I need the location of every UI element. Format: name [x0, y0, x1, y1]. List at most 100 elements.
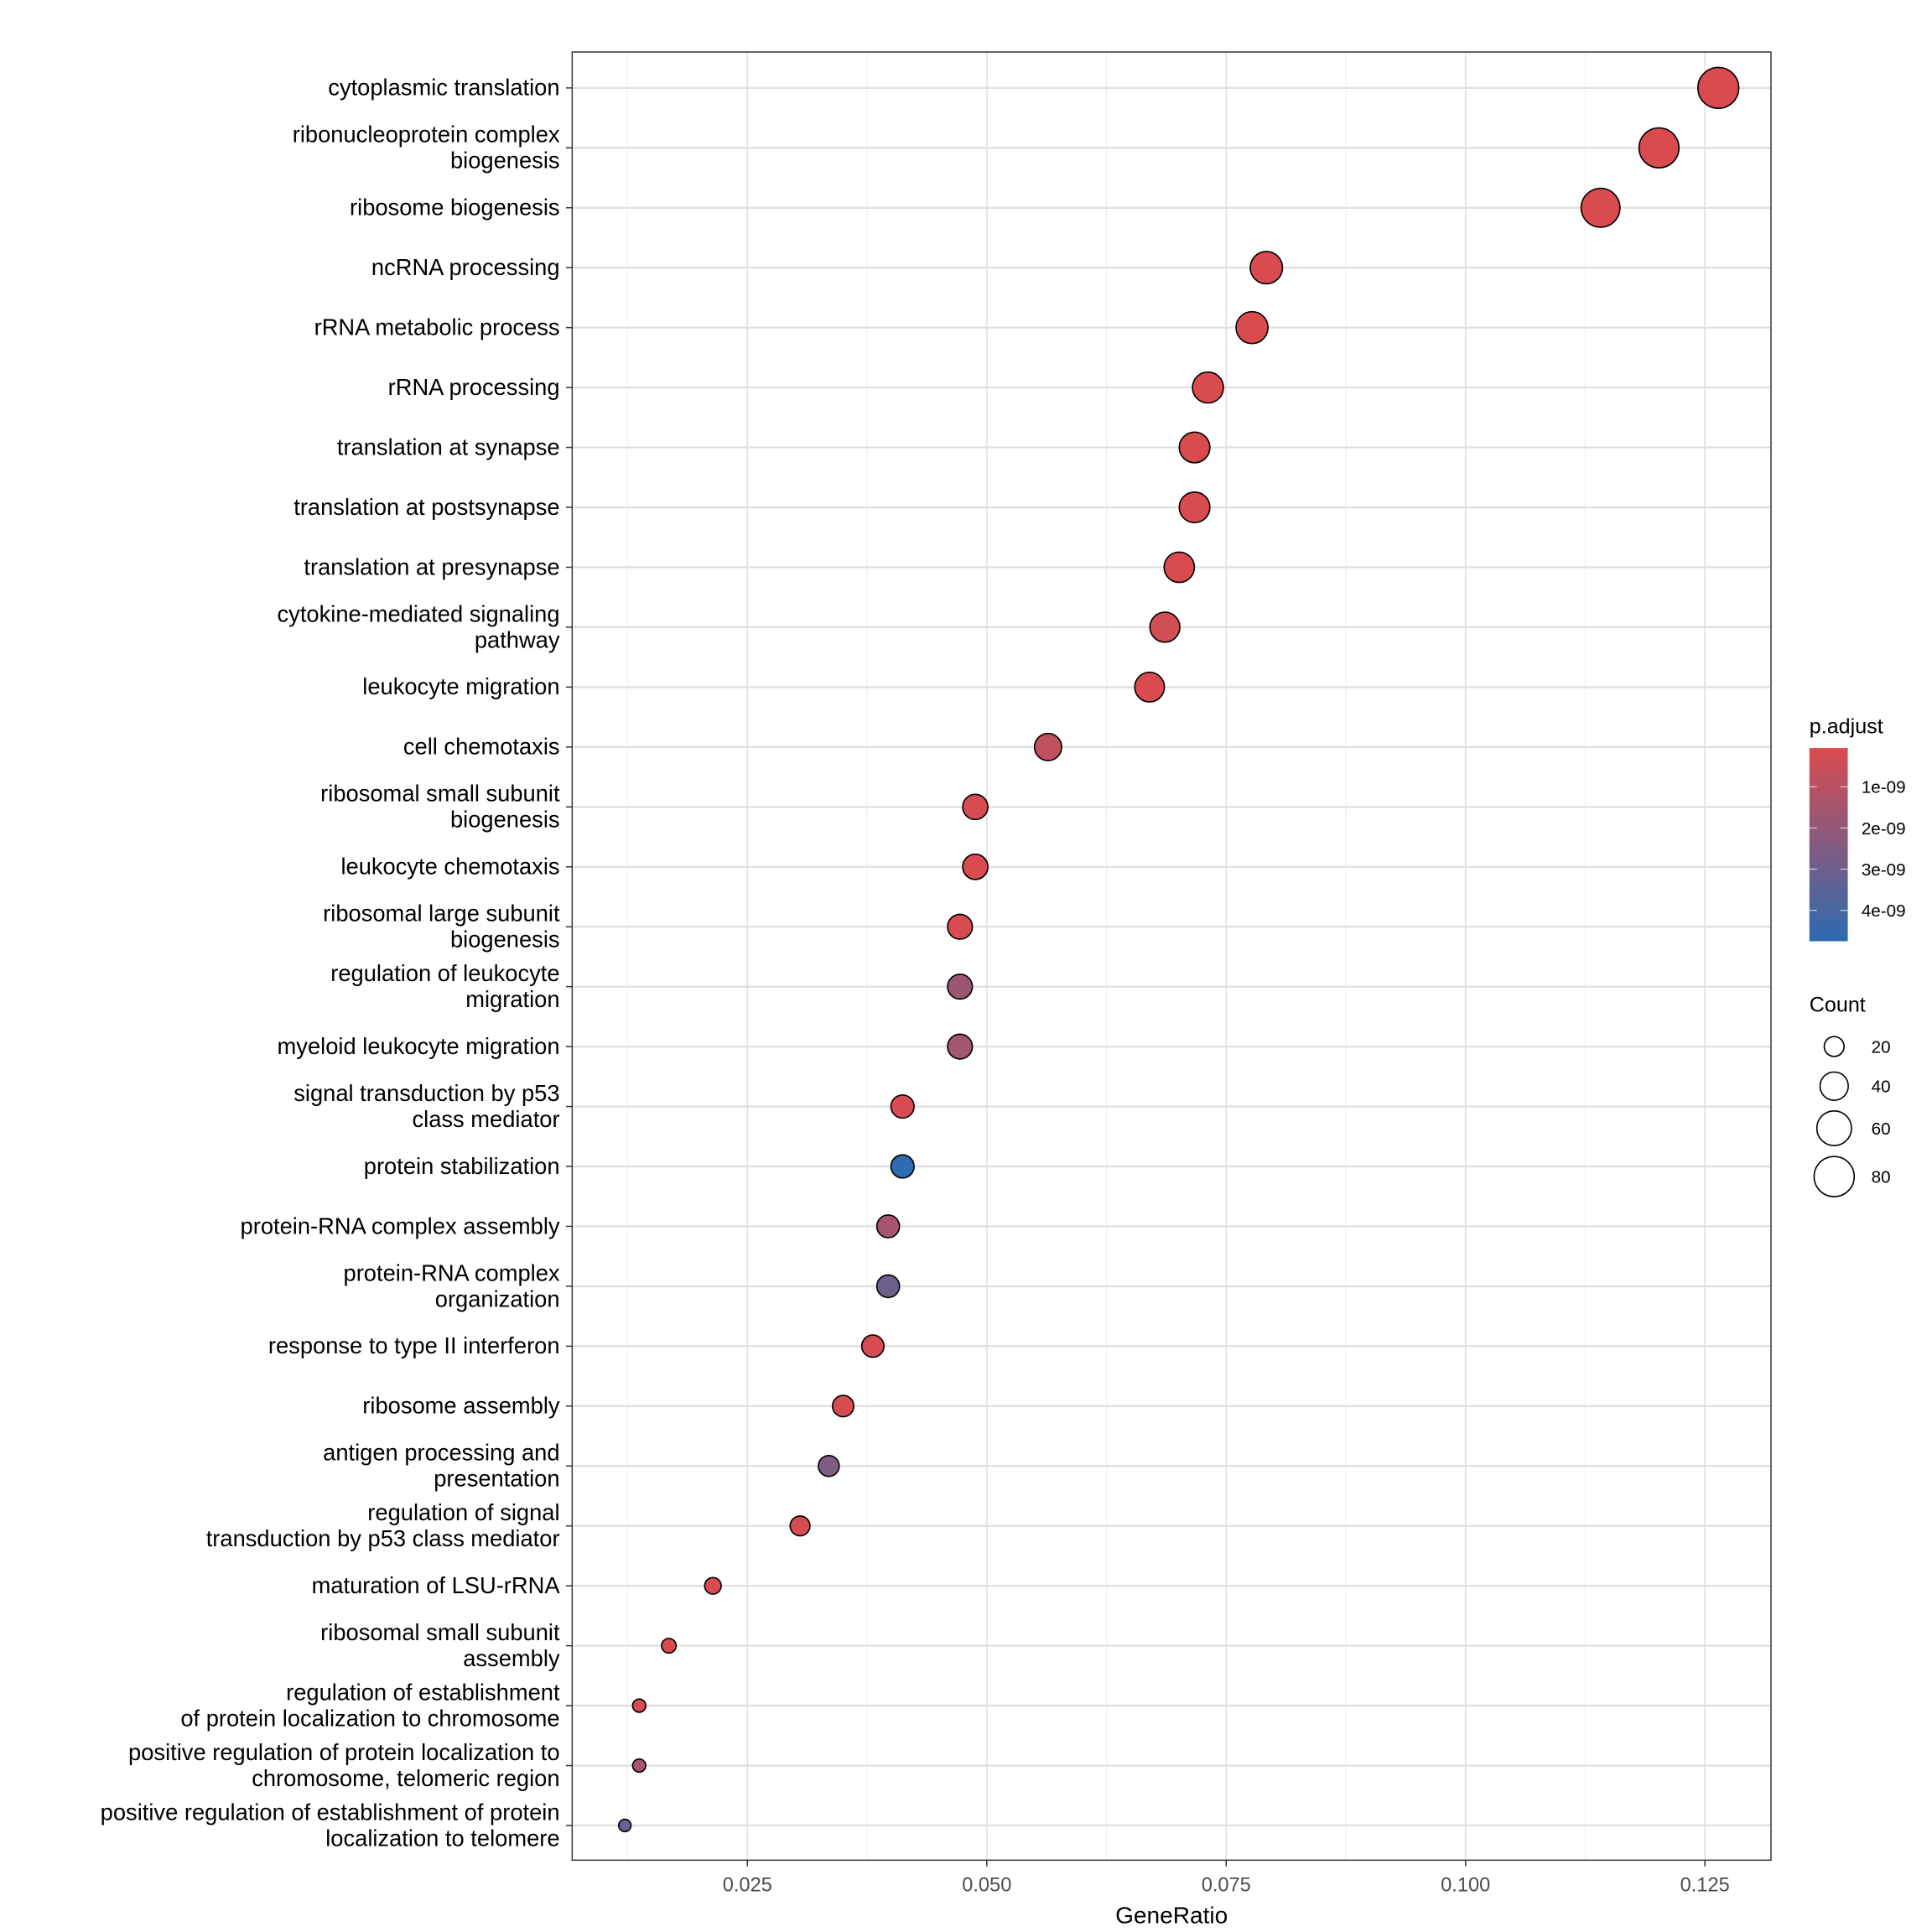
data-point — [860, 1334, 885, 1358]
y-tick-label: biogenesis — [450, 927, 560, 953]
data-point — [1134, 671, 1166, 703]
colorbar-label: 3e-09 — [1862, 860, 1906, 880]
data-point — [631, 1758, 647, 1774]
y-tick-label-part: biogenesis — [450, 927, 560, 953]
y-tick-label-part: translation at postsynapse — [293, 494, 559, 520]
y-tick-label: chromosome, telomeric region — [252, 1765, 559, 1791]
data-point — [1178, 431, 1211, 464]
data-point — [789, 1515, 811, 1537]
y-tick-label-part: protein-RNA complex assembly — [241, 1213, 560, 1239]
data-point — [1149, 611, 1181, 643]
x-axis-ticks: 0.025 0.050 0.075 0.100 0.125 — [723, 1860, 1730, 1896]
y-tick-label: assembly — [463, 1645, 560, 1671]
colorbar-label: 1e-09 — [1862, 778, 1906, 797]
y-tick-label: regulation of signal — [367, 1499, 559, 1525]
data-point — [875, 1274, 901, 1299]
data-point — [661, 1638, 678, 1654]
data-point — [1033, 732, 1062, 761]
size-legend-label: 20 — [1872, 1037, 1891, 1057]
y-tick-label: presentation — [434, 1466, 559, 1492]
y-tick-label: cell chemotaxis — [403, 734, 560, 760]
y-tick-label: myeloid leukocyte migration — [278, 1033, 560, 1059]
y-tick-label: ribonucleoprotein complex — [293, 122, 560, 148]
data-point — [1638, 127, 1680, 169]
colorbar-label: 4e-09 — [1862, 901, 1906, 921]
y-tick-label: migration — [465, 986, 559, 1012]
y-tick-label-part: migration — [465, 986, 559, 1012]
y-tick-label-part: rRNA processing — [388, 374, 560, 400]
y-tick-label-part: protein localization to — [345, 1739, 560, 1765]
data-point — [1178, 491, 1211, 524]
y-tick-label: ribosome assembly — [362, 1393, 560, 1419]
color-legend-title: p.adjust — [1810, 714, 1883, 738]
size-legend-label: 80 — [1872, 1167, 1891, 1187]
data-point — [1697, 66, 1740, 110]
y-tick-label-part: response to type II interferon — [268, 1332, 560, 1358]
data-point — [1163, 551, 1196, 584]
y-tick-label-part: leukocyte migration — [362, 673, 559, 699]
y-tick-label-part: antigen processing and — [323, 1440, 559, 1466]
colorbar-label: 2e-09 — [1862, 819, 1906, 839]
y-tick-label: regulation of leukocyte — [330, 960, 559, 986]
y-tick-label: biogenesis — [450, 148, 560, 174]
y-tick-label-part: establishment of protein — [317, 1799, 560, 1825]
y-tick-label: protein stabilization — [364, 1153, 560, 1179]
y-tick-label-part: rRNA metabolic process — [314, 314, 560, 340]
data-point — [831, 1394, 855, 1418]
y-tick-label-part: ribosome assembly — [362, 1393, 560, 1419]
data-point — [962, 793, 989, 821]
size-legend-circle — [1823, 1036, 1845, 1057]
y-tick-label: protein-RNA complex assembly — [241, 1213, 560, 1239]
y-tick-label-part: positive regulation of — [128, 1739, 339, 1765]
data-point — [818, 1455, 840, 1478]
y-tick-label: protein-RNA complex — [344, 1259, 560, 1285]
y-tick-label-part: cytoplasmic translation — [328, 75, 559, 101]
data-point — [890, 1154, 915, 1179]
y-tick-label-part: assembly — [463, 1645, 560, 1671]
y-tick-label-part: presentation — [434, 1466, 559, 1492]
size-legend-circle — [1815, 1109, 1852, 1146]
y-tick-label-part: positive regulation of — [101, 1799, 311, 1825]
data-point — [947, 913, 974, 940]
legend: p.adjust 1e-09 2e-09 3e-09 4e-09 Count 20 40… — [1809, 714, 1906, 1197]
y-tick-label: ribosomal small subunit — [320, 781, 560, 807]
data-point — [704, 1576, 722, 1595]
y-tick-label-part: ribosome biogenesis — [350, 195, 560, 221]
y-tick-label-part: maturation of LSU-rRNA — [312, 1572, 561, 1598]
y-tick-label-part: transduction by p53 class — [206, 1525, 465, 1551]
data-point — [617, 1818, 632, 1833]
y-tick-label: organization — [435, 1285, 560, 1311]
y-tick-label: positive regulation of establishment of p… — [101, 1799, 560, 1825]
y-tick-label-part: regulation of leukocyte — [330, 960, 559, 986]
size-legend-label: 60 — [1872, 1119, 1891, 1139]
y-tick-label: translation at presynapse — [304, 553, 559, 579]
y-tick-label: ribosomal small subunit — [320, 1619, 560, 1645]
y-tick-label: localization to telomere — [325, 1825, 559, 1851]
y-tick-label-part: regulation of signal — [367, 1499, 559, 1525]
y-tick-label: pathway — [475, 626, 560, 652]
y-tick-label: of protein localization to chromosome — [180, 1705, 559, 1731]
data-point — [1235, 310, 1269, 345]
y-tick-label: cytokine-mediated signaling — [278, 600, 560, 626]
y-tick-label: translation at postsynapse — [293, 494, 559, 520]
y-tick-label-part: cytokine-mediated signaling — [278, 600, 560, 626]
data-point — [1249, 251, 1284, 285]
x-tick-label: 0.125 — [1680, 1874, 1730, 1896]
y-tick-label-part: leukocyte chemotaxis — [340, 854, 559, 880]
y-tick-label-part: pathway — [475, 626, 560, 652]
x-tick-label: 0.025 — [723, 1874, 772, 1896]
y-tick-label-part: biogenesis — [450, 807, 560, 833]
x-axis-title: GeneRatio — [1115, 1903, 1228, 1929]
y-tick-label: regulation of establishment — [286, 1679, 560, 1705]
y-tick-label-part: ribosomal small subunit — [320, 781, 560, 807]
y-tick-label-part: chromosome — [428, 1705, 560, 1731]
y-tick-label-part: ribosomal large subunit — [323, 901, 560, 927]
y-tick-label-part: signal transduction by p53 — [293, 1080, 559, 1106]
data-point — [890, 1093, 915, 1119]
y-tick-label-part: myeloid leukocyte migration — [278, 1033, 560, 1059]
size-legend-circle — [1813, 1156, 1856, 1197]
y-tick-label: rRNA metabolic process — [314, 314, 560, 340]
y-tick-label: response to type II interferon — [268, 1332, 560, 1358]
color-bar — [1809, 748, 1848, 942]
